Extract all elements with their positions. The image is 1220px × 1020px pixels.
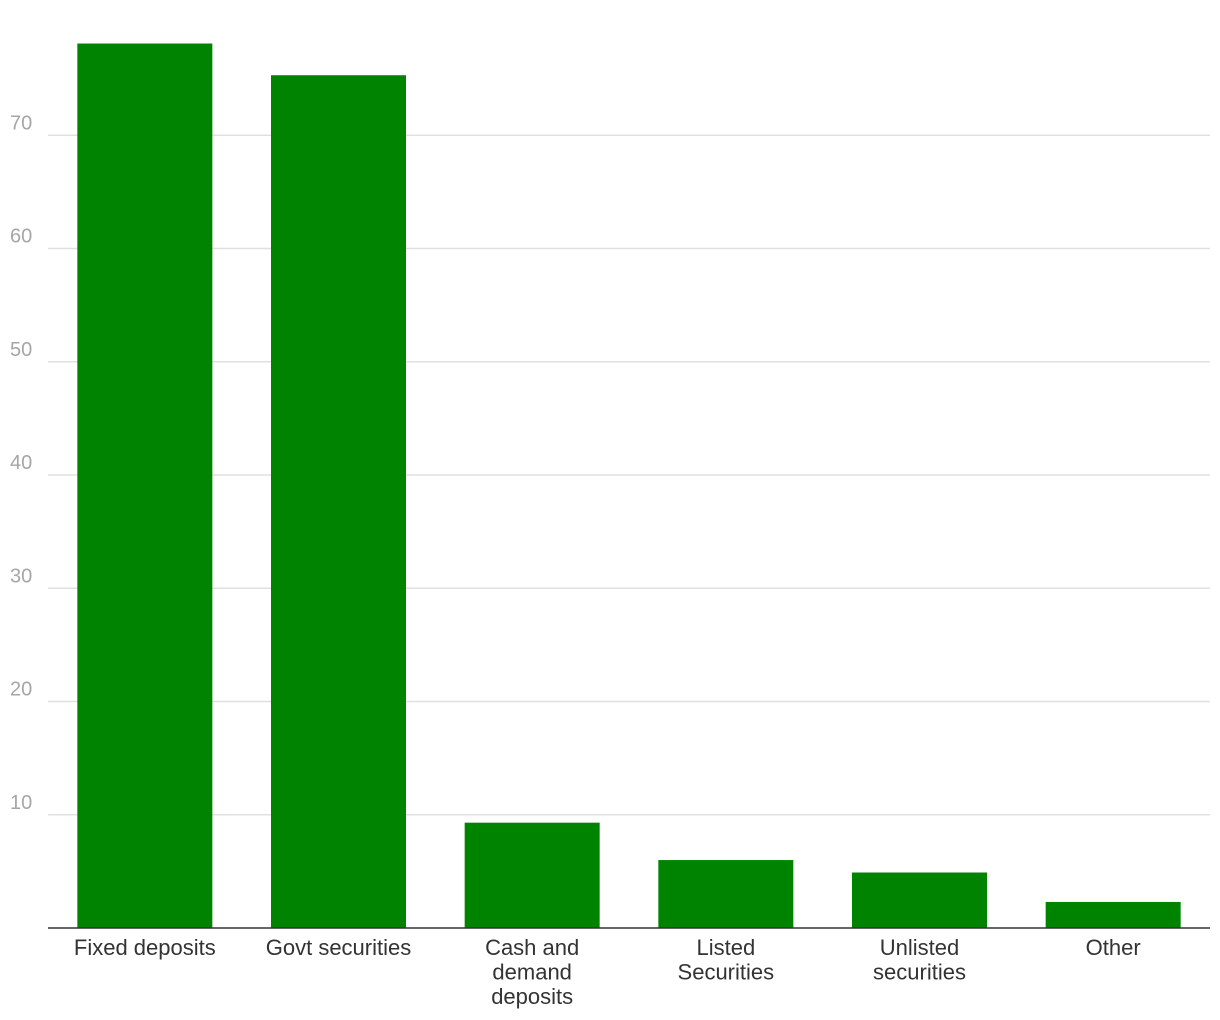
bar: [464, 822, 600, 928]
bar: [77, 43, 213, 928]
x-tick-label-line: Cash and: [485, 935, 579, 960]
bar: [658, 860, 794, 928]
x-tick-label-line: Fixed deposits: [74, 935, 216, 960]
bar: [852, 872, 987, 928]
x-tick-label-line: Govt securities: [266, 935, 412, 960]
y-tick-label: 70: [10, 112, 32, 134]
x-tick-label-line: Securities: [678, 960, 775, 985]
y-tick-label: 10: [10, 792, 32, 814]
x-tick-label-line: deposits: [491, 984, 573, 1009]
x-tick-label-line: Unlisted: [880, 935, 959, 960]
x-tick-label: Unlisted securities: [873, 935, 966, 985]
x-tick-label: Fixed deposits: [74, 935, 216, 960]
y-tick-label: 60: [10, 226, 32, 248]
x-tick-label-line: securities: [873, 960, 966, 985]
y-tick-label: 50: [10, 339, 32, 361]
x-tick-label: Listed Securities: [678, 935, 775, 985]
x-tick-label-line: Other: [1086, 935, 1141, 960]
bars: [77, 43, 1181, 929]
y-tick-label: 40: [10, 452, 32, 474]
y-axis-ticks: 10 20 30 40 50 60 70: [10, 112, 32, 814]
y-tick-label: 20: [10, 679, 32, 701]
x-tick-label-line: Listed: [696, 935, 755, 960]
gridlines: [48, 134, 1210, 816]
y-tick-label: 30: [10, 565, 32, 587]
x-tick-label-line: demand: [492, 960, 572, 985]
x-tick-label: Cash and demand deposits: [485, 935, 579, 1009]
bar: [271, 75, 406, 929]
x-tick-label: Govt securities: [266, 935, 412, 960]
bar: [1045, 901, 1181, 928]
x-axis-ticks: Fixed deposits Govt securities Cash and dem…: [74, 935, 1141, 1009]
x-tick-label: Other: [1086, 935, 1141, 960]
